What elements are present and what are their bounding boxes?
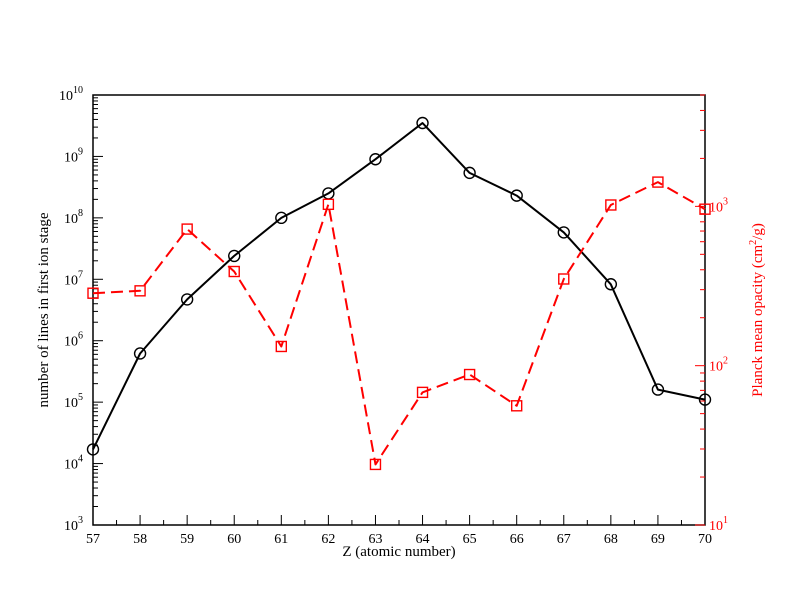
series-2-point	[558, 273, 570, 285]
x-tick-label: 68	[604, 532, 618, 547]
right-axis-title-main: Planck mean opacity (cm	[750, 244, 766, 396]
x-tick-label: 62	[321, 532, 335, 547]
left-tick-label: 103	[64, 515, 83, 534]
series-2-point	[416, 386, 429, 399]
series-2-point	[322, 198, 335, 211]
left-tick-label: 107	[64, 269, 83, 288]
x-tick-label: 69	[651, 532, 665, 547]
left-tick-label: 106	[64, 331, 83, 350]
x-tick-label: 65	[463, 532, 477, 547]
series-1-point	[133, 347, 147, 360]
x-tick-label: 57	[86, 532, 100, 547]
series-2-point	[87, 287, 99, 299]
x-tick-label: 64	[416, 532, 430, 547]
left-tick-label: 105	[64, 392, 83, 411]
x-tick-label: 70	[698, 532, 712, 547]
series-2-point	[652, 176, 664, 188]
series-1-point	[510, 189, 523, 202]
right-tick-label: 101	[709, 515, 728, 534]
series-2-point	[228, 265, 240, 278]
series-1-point	[275, 211, 288, 225]
series-1-point	[369, 153, 382, 166]
x-tick-label: 61	[274, 532, 288, 547]
right-tick-label: 102	[709, 356, 728, 375]
left-tick-label: 1010	[59, 85, 83, 104]
left-axis-title: number of lines in first ion stage	[36, 212, 52, 407]
right-tick-label: 103	[709, 196, 728, 215]
series-2-point	[463, 368, 476, 381]
x-tick-label: 59	[180, 532, 194, 547]
series-2-point	[605, 199, 617, 211]
x-tick-label: 60	[227, 532, 241, 547]
series-2-point	[134, 285, 146, 297]
left-tick-label: 109	[64, 146, 83, 165]
left-tick-label: 104	[64, 454, 83, 473]
x-tick-label: 58	[133, 532, 147, 547]
series-1-line	[92, 122, 706, 450]
x-tick-label: 67	[557, 532, 571, 547]
series-1-point	[228, 249, 241, 263]
x-tick-label: 63	[368, 532, 382, 547]
right-axis-title-superscript: 2	[748, 240, 759, 245]
series-1-point	[416, 116, 429, 130]
x-axis-ticks: 57 58 59 60 61 62 63 64 65 66 67 68 69 70	[86, 515, 712, 547]
series-1-point	[463, 166, 476, 180]
right-axis-ticks: 101 102 103	[695, 94, 728, 534]
series-2-line	[92, 181, 706, 466]
right-axis-title-end: /g)	[750, 223, 766, 240]
series-1-point	[651, 383, 665, 396]
series-1-point	[604, 278, 618, 291]
series-2-point	[369, 458, 382, 471]
x-axis-title: Z (atomic number)	[342, 544, 455, 560]
series-1-point	[557, 226, 570, 239]
series-2-point	[510, 400, 523, 412]
series-1-point	[180, 293, 194, 306]
series-2-point	[275, 340, 288, 353]
right-axis-title: Planck mean opacity (cm2/g)	[748, 223, 766, 397]
plot-frame	[92, 94, 706, 526]
series-layer	[86, 116, 712, 471]
series-2-point	[181, 223, 193, 235]
series-1-point	[86, 443, 100, 456]
series-2-point	[699, 203, 711, 215]
x-tick-label: 66	[510, 532, 524, 547]
left-axis-ticks: 103 104 105 106 107 108 109 1010	[59, 85, 103, 534]
series-1-point	[698, 393, 712, 406]
left-tick-label: 108	[64, 208, 83, 227]
